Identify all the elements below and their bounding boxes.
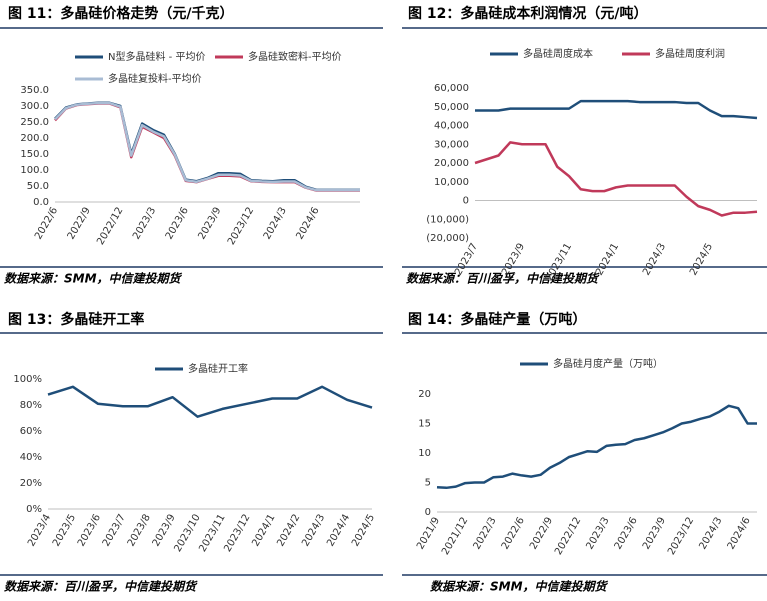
series-line bbox=[474, 141, 758, 217]
y-tick-label: 200.0 bbox=[20, 133, 49, 144]
legend-label: 多晶硅开工率 bbox=[188, 362, 248, 375]
source-note: 数据来源：SMM，中信建投期货 bbox=[430, 580, 609, 594]
y-tick-label: 100.0 bbox=[20, 165, 49, 176]
series-line bbox=[475, 99, 758, 120]
y-tick-label: 80% bbox=[20, 400, 42, 411]
x-tick-label: 2024/1 bbox=[594, 242, 621, 278]
chart-title: 图 12：多晶硅成本利润情况（元/吨） bbox=[408, 5, 647, 22]
x-tick-label: 2023/9 bbox=[151, 513, 178, 549]
legend-label: N型多晶硅料 - 平均价 bbox=[108, 50, 205, 63]
source-note: 数据来源：SMM，中信建投期货 bbox=[4, 272, 183, 286]
y-tick-label: 0 bbox=[463, 196, 469, 207]
x-tick-label: 2024/3 bbox=[641, 242, 668, 278]
y-tick-label: 350.0 bbox=[20, 85, 49, 96]
x-tick-label: 2023/6 bbox=[613, 516, 640, 552]
chart-title: 图 11：多晶硅价格走势（元/千克） bbox=[8, 5, 233, 22]
y-tick-label: (20,000) bbox=[426, 233, 469, 244]
legend-label: 多晶硅周度成本 bbox=[523, 47, 593, 60]
legend-label: 多晶硅致密料-平均价 bbox=[248, 50, 342, 63]
x-tick-label: 2022/9 bbox=[66, 206, 93, 242]
legend-label: 多晶硅月度产量（万吨） bbox=[553, 357, 663, 370]
x-tick-label: 2021/12 bbox=[440, 516, 470, 557]
y-tick-label: 0.0 bbox=[33, 197, 49, 208]
x-tick-label: 2023/9 bbox=[641, 516, 668, 552]
y-tick-label: 0% bbox=[26, 504, 42, 515]
y-tick-label: 20% bbox=[20, 478, 42, 489]
y-tick-label: 15 bbox=[418, 419, 431, 430]
series-line bbox=[54, 101, 360, 192]
chart-title: 图 13：多晶硅开工率 bbox=[8, 311, 144, 328]
y-tick-label: 20 bbox=[418, 389, 431, 400]
legend-label: 多晶硅复投料-平均价 bbox=[108, 72, 202, 85]
y-tick-label: 250.0 bbox=[20, 117, 49, 128]
y-tick-label: 40,000 bbox=[434, 121, 469, 132]
x-tick-label: 2022/3 bbox=[472, 516, 499, 552]
x-tick-label: 2024/6 bbox=[295, 206, 322, 242]
x-tick-label: 2024/3 bbox=[262, 206, 289, 242]
series-line bbox=[47, 385, 373, 418]
x-tick-label: 2023/12 bbox=[226, 205, 256, 246]
y-tick-label: 100% bbox=[13, 374, 42, 385]
y-tick-label: 300.0 bbox=[20, 101, 49, 112]
x-tick-label: 2023/3 bbox=[584, 516, 611, 552]
y-tick-label: 10 bbox=[418, 448, 431, 459]
x-tick-label: 2022/12 bbox=[95, 206, 125, 247]
series-line bbox=[54, 101, 360, 192]
source-note: 数据来源：百川盈孚，中信建投期货 bbox=[4, 580, 198, 594]
source-note: 数据来源：百川盈孚，中信建投期货 bbox=[406, 272, 600, 286]
x-tick-label: 2024/5 bbox=[688, 242, 715, 278]
x-tick-label: 2023/7 bbox=[101, 513, 128, 549]
x-tick-label: 2024/3 bbox=[300, 513, 327, 549]
x-tick-label: 2023/9 bbox=[196, 206, 223, 242]
y-tick-label: 20,000 bbox=[434, 158, 469, 169]
x-tick-label: 2021/9 bbox=[415, 516, 442, 552]
y-tick-label: 60,000 bbox=[434, 83, 469, 94]
y-tick-label: 10,000 bbox=[434, 177, 469, 188]
x-tick-label: 2024/5 bbox=[350, 513, 377, 549]
x-tick-label: 2023/8 bbox=[126, 513, 153, 549]
legend-label: 多晶硅周度利润 bbox=[655, 47, 725, 60]
x-tick-label: 2024/3 bbox=[697, 516, 724, 552]
x-tick-label: 2022/6 bbox=[33, 206, 60, 242]
x-tick-label: 2023/6 bbox=[164, 206, 191, 242]
y-tick-label: 50,000 bbox=[434, 102, 469, 113]
x-tick-label: 2023/6 bbox=[76, 513, 103, 549]
y-tick-label: 150.0 bbox=[20, 149, 49, 160]
y-tick-label: 30,000 bbox=[434, 139, 469, 150]
series-line bbox=[436, 404, 757, 490]
x-tick-label: 2023/12 bbox=[666, 516, 696, 557]
x-tick-label: 2023/4 bbox=[26, 513, 53, 549]
x-tick-label: 2024/2 bbox=[275, 513, 302, 549]
y-tick-label: (10,000) bbox=[426, 214, 469, 225]
x-tick-label: 2024/6 bbox=[726, 516, 753, 552]
x-tick-label: 2022/6 bbox=[500, 516, 527, 552]
x-tick-label: 2024/1 bbox=[250, 513, 277, 549]
y-tick-label: 0 bbox=[425, 507, 431, 518]
y-tick-label: 50.0 bbox=[27, 181, 49, 192]
y-tick-label: 5 bbox=[425, 478, 431, 489]
x-tick-label: 2022/12 bbox=[553, 516, 583, 557]
x-tick-label: 2024/4 bbox=[325, 513, 352, 549]
chart-title: 图 14：多晶硅产量（万吨） bbox=[408, 311, 586, 328]
x-tick-label: 2023/3 bbox=[131, 206, 158, 242]
y-tick-label: 60% bbox=[20, 426, 42, 437]
x-tick-label: 2023/5 bbox=[51, 513, 78, 549]
x-tick-label: 2022/9 bbox=[528, 516, 555, 552]
y-tick-label: 40% bbox=[20, 452, 42, 463]
